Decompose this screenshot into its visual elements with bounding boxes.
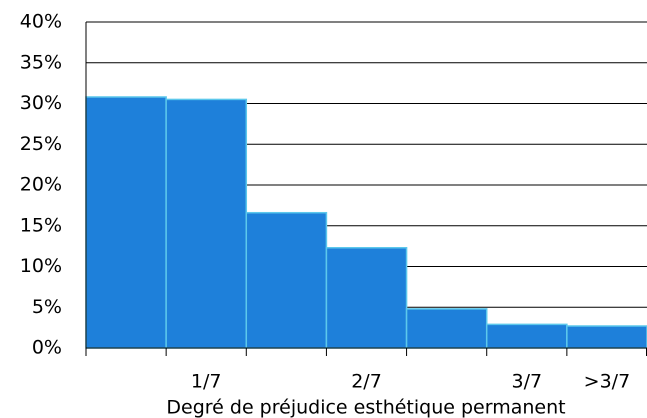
x-tick-label: 3/7 xyxy=(511,371,542,393)
y-tick-label: 40% xyxy=(20,11,62,33)
y-tick-label: 5% xyxy=(32,296,62,318)
bar xyxy=(485,323,568,349)
bar xyxy=(325,247,408,349)
x-tick-label: >3/7 xyxy=(584,371,631,393)
y-tick-label: 10% xyxy=(20,255,62,277)
y-tick-label: 15% xyxy=(20,214,62,236)
x-tick-label: 1/7 xyxy=(191,371,222,393)
bar xyxy=(405,308,488,349)
bar xyxy=(85,96,167,349)
y-tick-label: 25% xyxy=(20,133,62,155)
y-tick-label: 20% xyxy=(20,174,62,196)
y-tick-label: 30% xyxy=(20,92,62,114)
bar xyxy=(566,325,647,349)
y-tick-label: 0% xyxy=(32,337,62,359)
x-tick-label: 2/7 xyxy=(351,371,382,393)
bar xyxy=(245,211,328,349)
bar xyxy=(165,98,248,349)
y-tick-label: 35% xyxy=(20,51,62,73)
x-axis-label: Degré de préjudice esthétique permanent xyxy=(166,397,565,418)
